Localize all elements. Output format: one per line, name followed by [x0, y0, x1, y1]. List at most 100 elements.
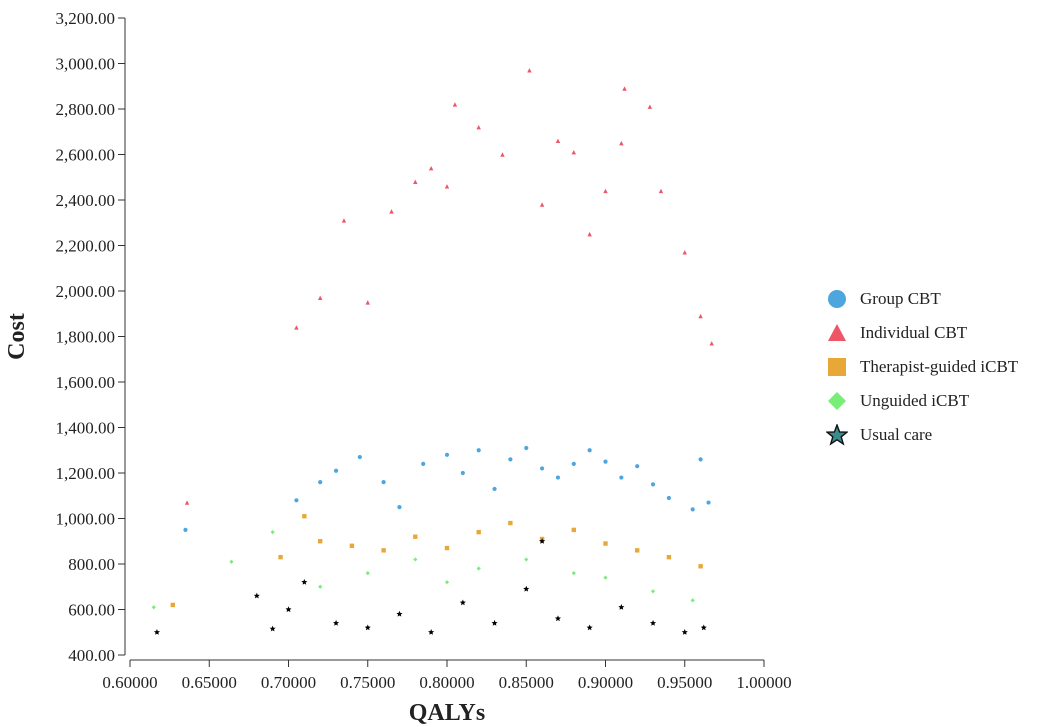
star-icon — [826, 424, 848, 446]
y-tick-label: 1,000.00 — [56, 510, 116, 529]
point-individual-cbt — [647, 104, 653, 109]
triangle-icon — [826, 322, 848, 344]
legend-item-group-cbt[interactable]: Group CBT — [826, 282, 1018, 316]
data-points — [151, 68, 714, 635]
point-individual-cbt — [571, 150, 576, 155]
y-tick-label: 400.00 — [68, 646, 115, 665]
point-therapist-guided-icbt — [476, 529, 481, 535]
point-individual-cbt — [341, 218, 347, 223]
point-group-cbt — [619, 475, 624, 480]
point-individual-cbt — [603, 188, 608, 194]
point-individual-cbt — [527, 68, 532, 73]
point-group-cbt — [460, 470, 465, 476]
legend-item-usual-care[interactable]: Usual care — [826, 418, 1018, 452]
point-usual-care — [301, 579, 308, 585]
point-individual-cbt — [184, 500, 190, 505]
point-group-cbt — [540, 466, 545, 471]
legend-item-unguided-icbt[interactable]: Unguided iCBT — [826, 384, 1018, 418]
point-group-cbt — [524, 445, 529, 451]
y-tick-label: 3,000.00 — [56, 55, 116, 74]
y-tick-label: 2,200.00 — [56, 237, 116, 256]
point-therapist-guided-icbt — [170, 602, 175, 608]
point-therapist-guided-icbt — [318, 539, 323, 544]
legend-item-individual-cbt[interactable]: Individual CBT — [826, 316, 1018, 350]
point-group-cbt — [706, 500, 711, 505]
point-usual-care — [285, 606, 292, 613]
x-tick-label: 0.75000 — [340, 673, 395, 692]
point-group-cbt — [397, 505, 402, 510]
point-group-cbt — [444, 452, 450, 457]
point-unguided-icbt — [444, 580, 450, 585]
point-individual-cbt — [452, 102, 458, 107]
point-group-cbt — [666, 495, 672, 501]
x-tick-label: 0.80000 — [419, 673, 474, 692]
point-group-cbt — [635, 464, 640, 469]
point-usual-care — [681, 629, 688, 635]
point-usual-care — [364, 624, 371, 631]
point-usual-care — [586, 624, 593, 631]
diamond-icon — [826, 390, 848, 412]
legend: Group CBT Individual CBT Therapist-guide… — [826, 282, 1018, 452]
point-group-cbt — [555, 475, 561, 480]
point-individual-cbt — [389, 209, 394, 214]
point-group-cbt — [183, 527, 188, 532]
legend-label: Group CBT — [860, 289, 941, 308]
point-usual-care — [700, 624, 707, 631]
point-individual-cbt — [444, 184, 450, 189]
point-group-cbt — [476, 448, 481, 453]
point-usual-care — [396, 610, 403, 617]
x-tick-label: 0.65000 — [182, 673, 237, 692]
point-group-cbt — [698, 457, 703, 462]
y-tick-label: 1,400.00 — [56, 419, 116, 438]
point-usual-care — [269, 625, 276, 632]
point-group-cbt — [508, 457, 513, 462]
point-therapist-guided-icbt — [278, 554, 283, 560]
tick-labels: 400.00 600.00 800.00 1,000.00 1,200.00 1,400.… — [56, 9, 792, 692]
point-individual-cbt — [500, 152, 505, 157]
point-therapist-guided-icbt — [302, 514, 307, 519]
point-group-cbt — [690, 507, 695, 512]
legend-label: Unguided iCBT — [860, 391, 970, 410]
point-individual-cbt — [698, 313, 703, 319]
x-tick-label: 0.70000 — [261, 673, 316, 692]
point-therapist-guided-icbt — [444, 545, 450, 551]
y-tick-label: 1,800.00 — [56, 328, 116, 347]
point-unguided-icbt — [603, 575, 608, 580]
legend-item-therapist-guided-icbt[interactable]: Therapist-guided iCBT — [826, 350, 1018, 384]
point-group-cbt — [650, 482, 656, 487]
y-tick-label: 600.00 — [68, 601, 115, 620]
point-usual-care — [153, 629, 160, 635]
point-individual-cbt — [539, 202, 545, 207]
point-usual-care — [539, 538, 546, 544]
point-individual-cbt — [619, 140, 624, 146]
point-individual-cbt — [476, 125, 481, 130]
point-therapist-guided-icbt — [349, 543, 355, 548]
point-group-cbt — [333, 468, 339, 473]
x-tick-label: 0.85000 — [499, 673, 554, 692]
y-tick-label: 1,600.00 — [56, 373, 116, 392]
y-tick-label: 800.00 — [68, 555, 115, 574]
y-tick-label: 3,200.00 — [56, 9, 116, 28]
point-therapist-guided-icbt — [666, 554, 672, 560]
point-therapist-guided-icbt — [635, 548, 640, 553]
x-tick-label: 0.60000 — [102, 673, 157, 692]
point-unguided-icbt — [229, 559, 234, 564]
point-group-cbt — [318, 480, 323, 485]
x-tick-label: 0.90000 — [578, 673, 633, 692]
y-axis-title: Cost — [4, 313, 30, 360]
point-individual-cbt — [413, 179, 418, 184]
point-individual-cbt — [622, 86, 627, 91]
point-unguided-icbt — [571, 571, 576, 576]
point-group-cbt — [357, 454, 362, 460]
point-group-cbt — [421, 461, 426, 466]
point-unguided-icbt — [690, 598, 695, 603]
y-tick-label: 1,200.00 — [56, 464, 116, 483]
point-group-cbt — [571, 461, 576, 466]
point-usual-care — [428, 629, 435, 635]
axes — [118, 17, 765, 667]
point-group-cbt — [492, 486, 497, 492]
point-unguided-icbt — [270, 530, 275, 535]
point-usual-care — [491, 619, 498, 626]
legend-label: Individual CBT — [860, 323, 968, 342]
